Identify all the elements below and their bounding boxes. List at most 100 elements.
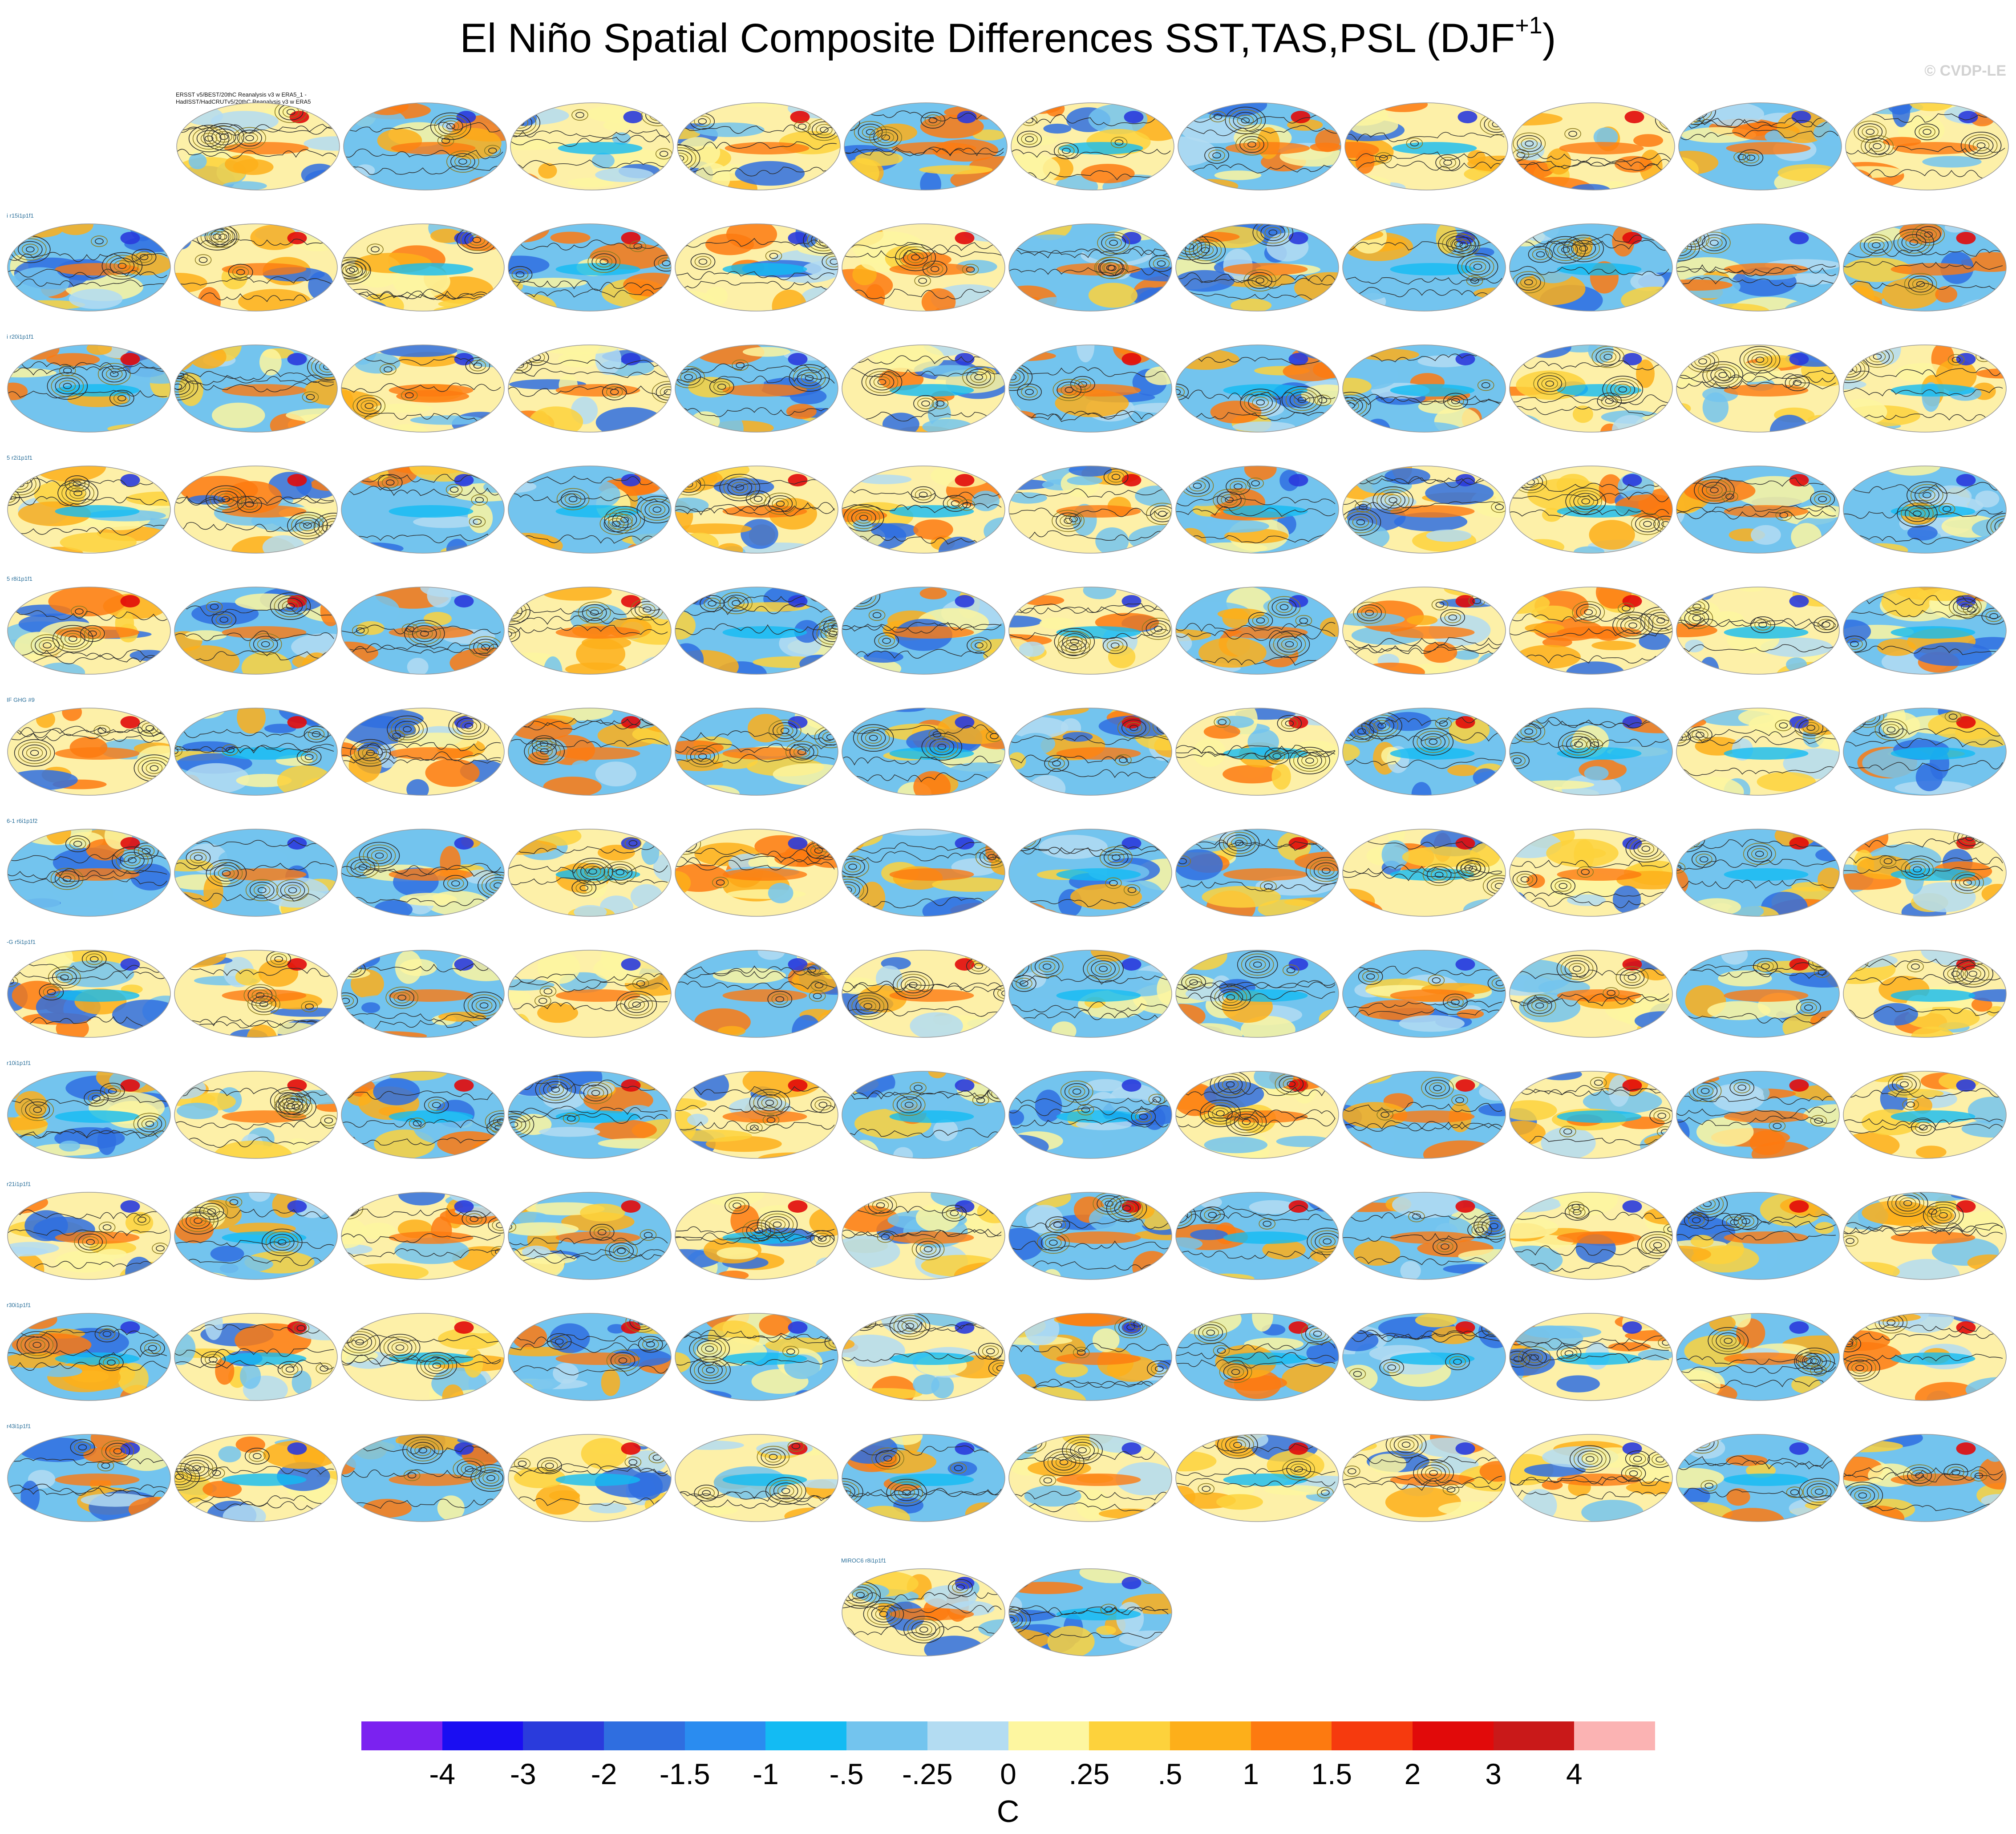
psl-contour-line (8, 1016, 167, 1027)
anomaly-patch (137, 745, 170, 773)
psl-contour (1455, 1097, 1464, 1103)
psl-contour-line (842, 1006, 1002, 1017)
psl-contour-line (8, 1229, 167, 1239)
anomaly-patch (36, 711, 55, 728)
psl-contour (1466, 275, 1483, 287)
anomaly-patch (1749, 1130, 1785, 1155)
psl-contour (1948, 713, 1958, 720)
map-panel-svg (1008, 1313, 1172, 1401)
psl-contour (1200, 1099, 1241, 1127)
panel-label (1175, 454, 1340, 462)
psl-contour-line (842, 242, 1002, 251)
anomaly-patch (1035, 1089, 1062, 1122)
psl-contour (194, 854, 203, 861)
anomaly-patch (1232, 421, 1295, 432)
panel-label (340, 212, 506, 219)
psl-contour (352, 395, 386, 417)
anomaly-patch (595, 761, 636, 786)
map-panel-svg (677, 102, 841, 190)
anomaly-patch (1088, 283, 1138, 308)
map-outline (7, 466, 171, 554)
anomaly-patch (1882, 278, 1939, 309)
psl-contour (1152, 1096, 1162, 1103)
psl-contour (967, 637, 992, 654)
anomaly-patch (515, 1383, 534, 1397)
map-panel-svg (1008, 1192, 1172, 1280)
map-outline (1342, 950, 1506, 1038)
psl-contour (142, 848, 151, 854)
anomaly-patch (354, 353, 401, 374)
psl-contour (859, 514, 868, 521)
psl-contour (1447, 996, 1464, 1008)
psl-contour (1695, 854, 1712, 865)
anomaly-patch (1791, 523, 1822, 551)
psl-contour (1012, 975, 1036, 992)
extratropical-anomaly (955, 1079, 975, 1092)
psl-contour (1773, 1123, 1782, 1129)
psl-contour (1352, 516, 1369, 528)
psl-contour (925, 736, 959, 758)
anomaly-patch (1128, 267, 1172, 282)
anomaly-patch (8, 368, 57, 378)
map-panel-svg (1342, 1192, 1506, 1280)
psl-contour-line (677, 141, 837, 151)
psl-contour (733, 1202, 741, 1209)
panel-label (841, 454, 1007, 462)
psl-contour-line (508, 606, 668, 615)
psl-contour (1440, 609, 1465, 626)
map-panel-svg (1008, 466, 1172, 554)
anomaly-patch (241, 652, 292, 674)
psl-contour (464, 723, 474, 729)
panel-label (1676, 212, 1841, 219)
psl-contour (1905, 505, 1930, 522)
psl-contour (247, 993, 280, 1015)
psl-contour (1389, 497, 1397, 503)
equatorial-anomaly (891, 142, 976, 154)
psl-contour-line (174, 631, 334, 641)
anomaly-patch (875, 123, 917, 142)
psl-contour (1052, 510, 1085, 532)
psl-contour (1644, 609, 1672, 632)
anomaly-patch (46, 353, 100, 366)
psl-contour (1622, 605, 1631, 611)
psl-contour (1568, 130, 1577, 137)
psl-contour (219, 616, 229, 623)
anomaly-patch (675, 781, 705, 795)
psl-contour (789, 743, 814, 761)
psl-contour-line (177, 124, 336, 134)
psl-contour-line (1676, 644, 1836, 652)
psl-contour-line (8, 728, 167, 738)
anomaly-patch (344, 1152, 387, 1158)
map-outline (174, 587, 338, 675)
anomaly-patch (863, 651, 903, 663)
anomaly-patch (968, 1146, 995, 1158)
map-panel-svg (1175, 1071, 1339, 1159)
psl-contour-line (1009, 1010, 1169, 1020)
map-panel (1175, 696, 1340, 806)
psl-contour (467, 994, 501, 1016)
map-panel-svg (1342, 708, 1506, 796)
psl-contour (901, 976, 926, 993)
psl-contour (100, 1082, 125, 1100)
panel-label (1342, 1060, 1507, 1067)
extratropical-anomaly (287, 474, 307, 486)
psl-contour (1454, 241, 1463, 247)
psl-contour (278, 598, 303, 615)
anomaly-patch (1676, 1147, 1698, 1158)
psl-contour (8, 1440, 20, 1452)
panel-label (1509, 212, 1674, 219)
psl-contour-line (1510, 266, 1669, 276)
map-outline (341, 223, 505, 312)
psl-contour (809, 990, 826, 1002)
panel-label: IF GHG #9 (7, 696, 35, 703)
psl-contour (1193, 482, 1202, 489)
psl-contour (1599, 351, 1617, 363)
psl-contour (342, 265, 359, 276)
map-outline (341, 1071, 505, 1159)
psl-contour (472, 237, 482, 243)
psl-contour (1249, 959, 1266, 971)
map-panel-svg (174, 1313, 338, 1401)
psl-contour (556, 488, 590, 510)
psl-contour (1883, 858, 1893, 864)
psl-contour-line (508, 1113, 668, 1124)
